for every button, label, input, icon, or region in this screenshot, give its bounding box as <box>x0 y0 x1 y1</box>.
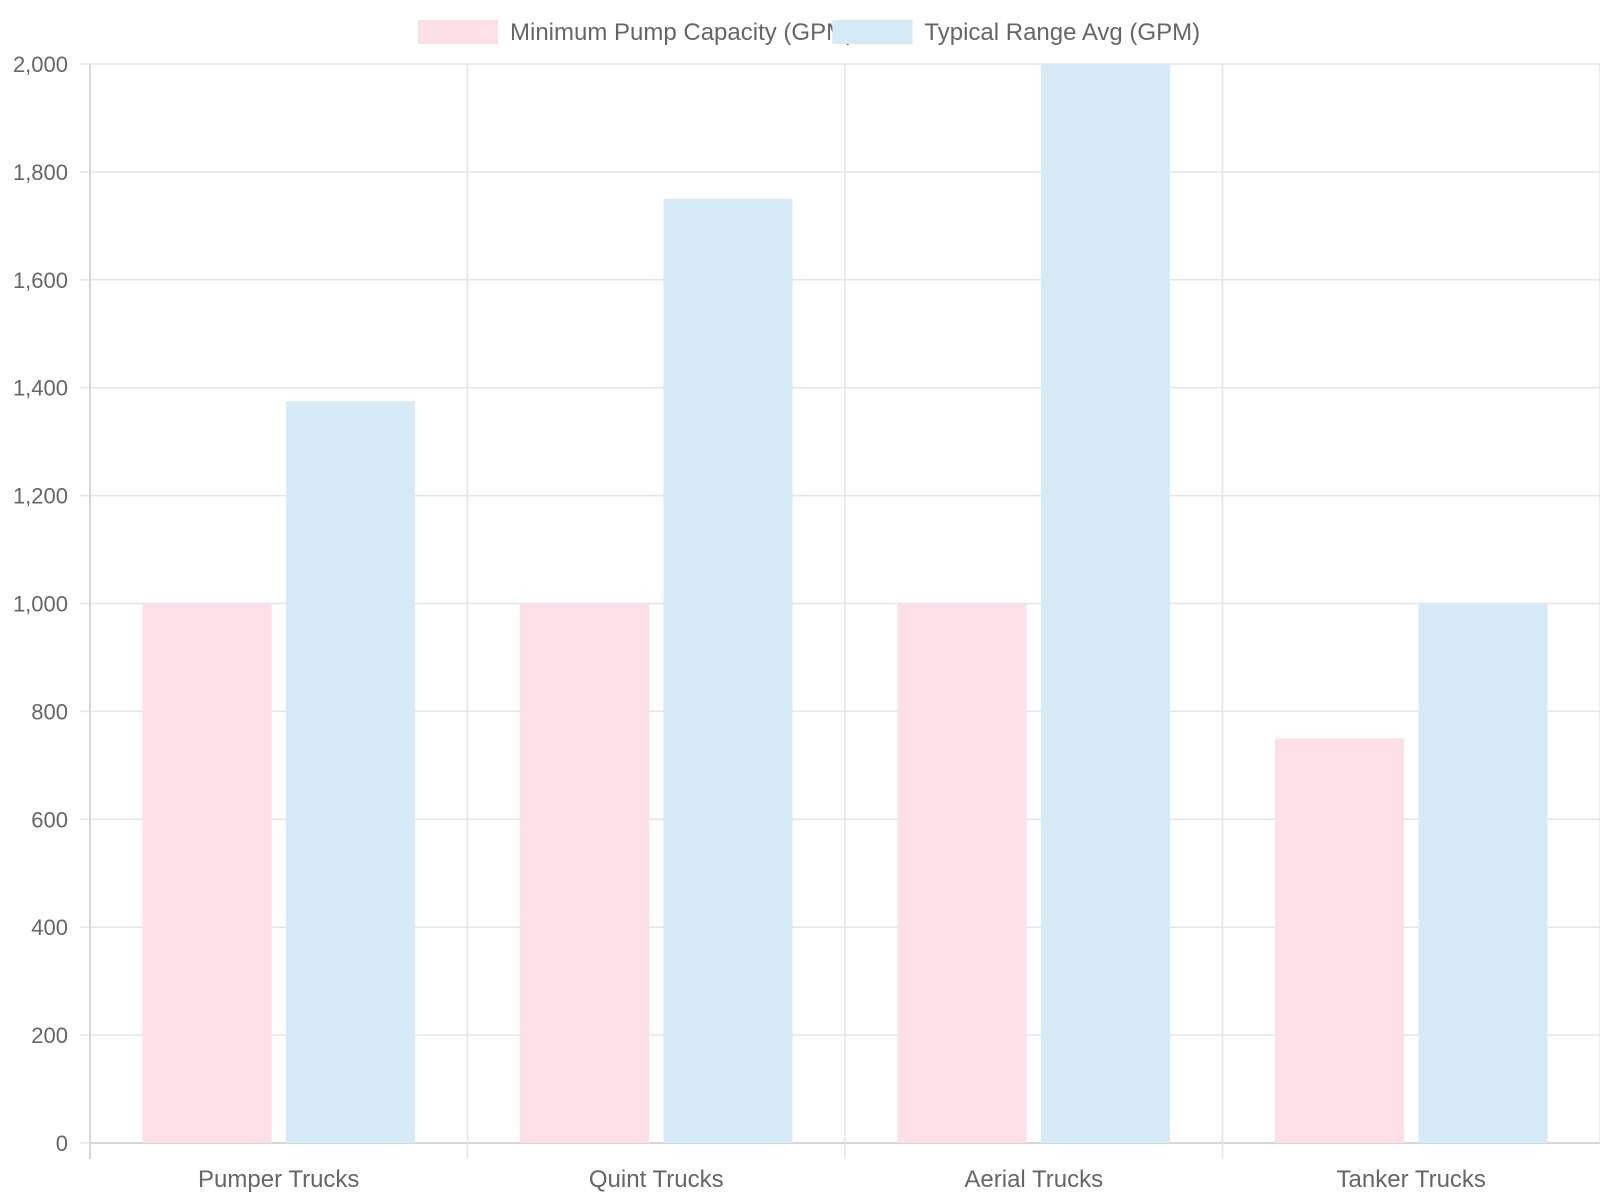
y-tick-label: 800 <box>31 699 68 724</box>
y-tick-label: 400 <box>31 915 68 940</box>
legend-swatch <box>418 20 498 44</box>
y-tick-label: 1,800 <box>13 160 68 185</box>
x-tick-label: Quint Trucks <box>589 1166 724 1193</box>
x-tick-label: Tanker Trucks <box>1337 1166 1486 1193</box>
bar-min-capacity-2 <box>897 603 1027 1143</box>
y-tick-label: 0 <box>56 1131 68 1156</box>
legend-label: Minimum Pump Capacity (GPM) <box>510 19 854 46</box>
bar-typical-avg-0 <box>285 401 416 1143</box>
y-tick-label: 1,600 <box>13 268 68 293</box>
bar-typical-avg-3 <box>1418 603 1548 1143</box>
legend-label: Typical Range Avg (GPM) <box>924 19 1200 46</box>
y-tick-label: 1,000 <box>13 592 68 617</box>
bar-min-capacity-3 <box>1274 738 1405 1143</box>
y-tick-label: 600 <box>31 807 68 832</box>
bar-min-capacity-0 <box>142 603 272 1143</box>
y-tick-label: 2,000 <box>13 52 68 77</box>
bars <box>142 64 1548 1143</box>
legend-item[interactable]: Minimum Pump Capacity (GPM) <box>418 19 854 46</box>
y-tick-label: 200 <box>31 1023 68 1048</box>
legend-item[interactable]: Typical Range Avg (GPM) <box>832 19 1200 46</box>
axes: 0 200 400 600 800 1,000 1,200 1,400 1,600 1,800 2,… <box>13 52 1486 1193</box>
x-tick-label: Pumper Trucks <box>198 1166 359 1193</box>
y-tick-label: 1,400 <box>13 376 68 401</box>
y-tick-label: 1,200 <box>13 484 68 509</box>
bar-min-capacity-1 <box>519 603 650 1143</box>
x-tick-label: Aerial Trucks <box>964 1166 1103 1193</box>
bar-typical-avg-1 <box>663 198 793 1143</box>
legend: Minimum Pump Capacity (GPM) Typical Range… <box>418 19 1200 46</box>
bar-typical-avg-2 <box>1040 64 1171 1143</box>
legend-swatch <box>832 20 913 44</box>
